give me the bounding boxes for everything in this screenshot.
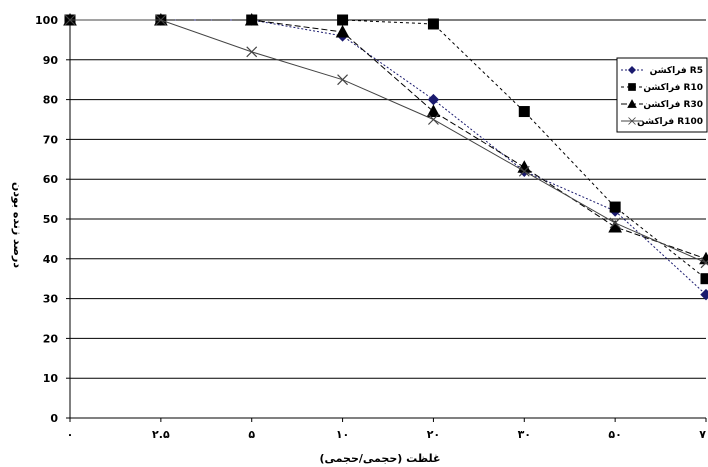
x-tick-label: ۳۰ bbox=[518, 428, 531, 441]
x-tick-labels: ۰ ۲.۵ ۵ ۱۰ ۲۰ ۳۰ ۵۰ ۷ bbox=[67, 428, 707, 441]
series-1 bbox=[64, 14, 708, 285]
data-point bbox=[609, 217, 621, 229]
y-tick-labels: 0 10 20 30 40 50 60 70 80 90 100 bbox=[35, 14, 58, 425]
x-tick-label: ۰ bbox=[67, 428, 74, 441]
data-point bbox=[700, 257, 708, 269]
data-point bbox=[609, 201, 621, 213]
legend-label: فراکشن R30 bbox=[643, 100, 703, 110]
data-point bbox=[518, 165, 530, 177]
legend-marker bbox=[628, 66, 636, 74]
y-tick-label: 90 bbox=[43, 54, 59, 67]
data-point bbox=[518, 106, 530, 118]
y-tick-label: 100 bbox=[35, 14, 58, 27]
x-tick-label: ۷ bbox=[699, 428, 706, 441]
legend-label: فراکشن R100 bbox=[637, 117, 703, 127]
y-tick-label: 70 bbox=[43, 133, 59, 146]
y-tick-label: 20 bbox=[43, 332, 59, 345]
series-line bbox=[70, 19, 707, 280]
data-point bbox=[700, 288, 708, 301]
x-tick-label: ۲۰ bbox=[427, 428, 440, 441]
series-0 bbox=[64, 14, 708, 301]
y-tick-label: 80 bbox=[43, 94, 59, 107]
series-layer bbox=[63, 12, 708, 301]
legend-item: فراکشن R30 bbox=[621, 99, 703, 110]
data-point bbox=[246, 46, 258, 58]
x-tick-label: ۵ bbox=[248, 428, 255, 441]
data-point bbox=[427, 18, 439, 30]
data-point bbox=[700, 273, 708, 285]
data-point bbox=[428, 114, 439, 125]
data-point bbox=[244, 12, 259, 26]
series-3 bbox=[64, 14, 708, 269]
legend-item: فراکشن R100 bbox=[621, 117, 703, 127]
series-line bbox=[70, 19, 707, 260]
y-tick-label: 30 bbox=[43, 293, 59, 306]
axes bbox=[66, 19, 707, 422]
series-line bbox=[70, 19, 707, 264]
data-point bbox=[426, 104, 441, 118]
data-point bbox=[427, 93, 440, 106]
y-axis-label: درصد زنده بودن bbox=[11, 182, 24, 268]
legend-item: فراکشن R10 bbox=[621, 83, 703, 93]
y-tick-label: 60 bbox=[43, 173, 59, 186]
legend-label: فراکشن R5 bbox=[650, 66, 703, 76]
legend-marker bbox=[627, 99, 637, 108]
legend-item: فراکشن R5 bbox=[621, 66, 703, 76]
legend-label: فراکشن R10 bbox=[643, 83, 703, 93]
data-point bbox=[337, 14, 349, 26]
x-tick-label: ۵۰ bbox=[608, 428, 621, 441]
series-line bbox=[70, 19, 707, 295]
legend-marker bbox=[628, 117, 636, 125]
data-point bbox=[337, 74, 348, 86]
legend-marker bbox=[628, 83, 636, 91]
y-tick-label: 0 bbox=[50, 412, 58, 425]
x-tick-label: ۱۰ bbox=[336, 428, 349, 441]
data-point bbox=[155, 14, 167, 26]
x-tick-label: ۲.۵ bbox=[152, 428, 170, 441]
x-axis-label: غلظت (حجمی/حجمی) bbox=[320, 452, 441, 465]
y-tick-label: 50 bbox=[43, 213, 59, 226]
data-point bbox=[335, 24, 350, 38]
data-point bbox=[64, 14, 76, 26]
y-tick-label: 40 bbox=[43, 253, 59, 266]
legend: فراکشن R5 فراکشن R10 فراکشن R30 فراکشن R100 bbox=[616, 57, 708, 133]
y-tick-label: 10 bbox=[43, 372, 59, 385]
